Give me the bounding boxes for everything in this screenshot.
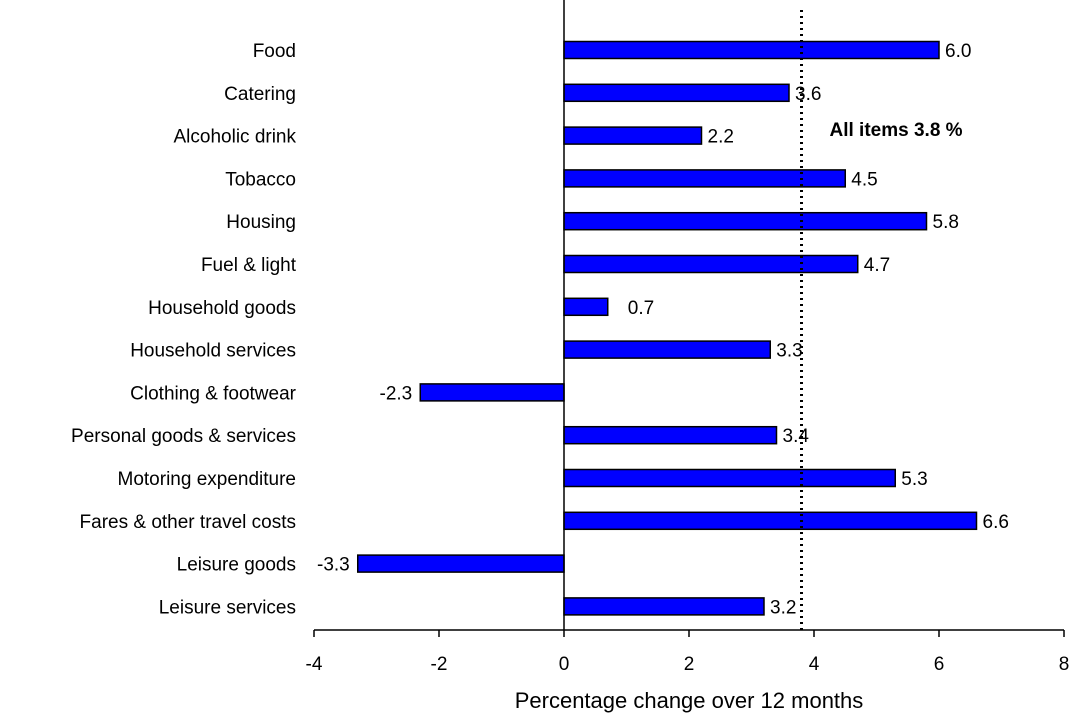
category-label-clothing-footwear: Clothing & footwear — [130, 383, 296, 404]
category-label-alcoholic-drink: Alcoholic drink — [174, 127, 297, 148]
value-labels-group: 6.0 3.6 2.2 4.5 5.8 4.7 0.7 3.3 -2.3 3.4 5.3 6.6 -3.… — [317, 41, 1009, 618]
value-label-fuel-light: 4.7 — [864, 255, 890, 276]
value-label-fares-other-travel-costs: 6.6 — [983, 512, 1009, 533]
bar-catering — [563, 83, 790, 103]
value-label-leisure-goods: -3.3 — [317, 555, 350, 576]
bar-motoring-expenditure — [563, 468, 896, 488]
bar-fuel-light — [563, 254, 859, 274]
category-label-household-services: Household services — [130, 341, 296, 362]
x-tick-label: 4 — [809, 654, 820, 675]
x-tick-label: 8 — [1059, 654, 1070, 675]
value-label-catering: 3.6 — [795, 84, 821, 105]
value-label-tobacco: 4.5 — [851, 169, 877, 190]
value-label-alcoholic-drink: 2.2 — [708, 127, 734, 148]
category-label-personal-goods-services: Personal goods & services — [71, 426, 296, 447]
value-label-food: 6.0 — [945, 41, 971, 62]
category-label-household-goods: Household goods — [148, 298, 296, 319]
category-label-leisure-goods: Leisure goods — [177, 555, 296, 576]
category-label-food: Food — [253, 41, 296, 62]
bar-household-goods — [563, 297, 609, 317]
bar-household-services — [563, 340, 771, 359]
bar-alcoholic-drink — [563, 126, 703, 145]
all-items-label: All items 3.8 % — [830, 120, 963, 141]
x-axis: -4 -2 0 2 4 6 8 — [306, 629, 1070, 675]
x-tick-label: 0 — [559, 654, 570, 675]
category-label-housing: Housing — [226, 212, 296, 233]
bar-leisure-goods — [357, 554, 565, 573]
category-label-fuel-light: Fuel & light — [201, 255, 297, 276]
bar-housing — [563, 211, 928, 231]
category-label-leisure-services: Leisure services — [159, 597, 296, 618]
bar-fares-other-travel-costs — [563, 511, 978, 531]
category-label-motoring-expenditure: Motoring expenditure — [118, 469, 297, 490]
bar-leisure-services — [563, 597, 765, 616]
bar-tobacco — [563, 169, 846, 188]
value-label-leisure-services: 3.2 — [770, 597, 796, 618]
x-axis-title: Percentage change over 12 months — [515, 688, 864, 713]
value-label-motoring-expenditure: 5.3 — [901, 469, 927, 490]
category-label-catering: Catering — [224, 84, 296, 105]
bar-food — [563, 40, 940, 60]
category-label-tobacco: Tobacco — [225, 169, 296, 190]
x-tick-label: 6 — [934, 654, 945, 675]
value-label-household-services: 3.3 — [776, 341, 802, 362]
bar-clothing-footwear — [419, 383, 565, 402]
bar-personal-goods-services — [563, 425, 778, 445]
x-tick-label: -2 — [431, 654, 448, 675]
x-tick-label: 2 — [684, 654, 695, 675]
x-tick-label: -4 — [306, 654, 323, 675]
category-label-fares-other-travel-costs: Fares & other travel costs — [80, 512, 296, 533]
category-labels-group: Food Catering Alcoholic drink Tobacco Housin… — [71, 41, 297, 618]
value-label-clothing-footwear: -2.3 — [380, 383, 413, 404]
value-label-housing: 5.8 — [933, 212, 959, 233]
value-label-household-goods: 0.7 — [628, 298, 654, 319]
value-label-personal-goods-services: 3.4 — [783, 426, 810, 447]
